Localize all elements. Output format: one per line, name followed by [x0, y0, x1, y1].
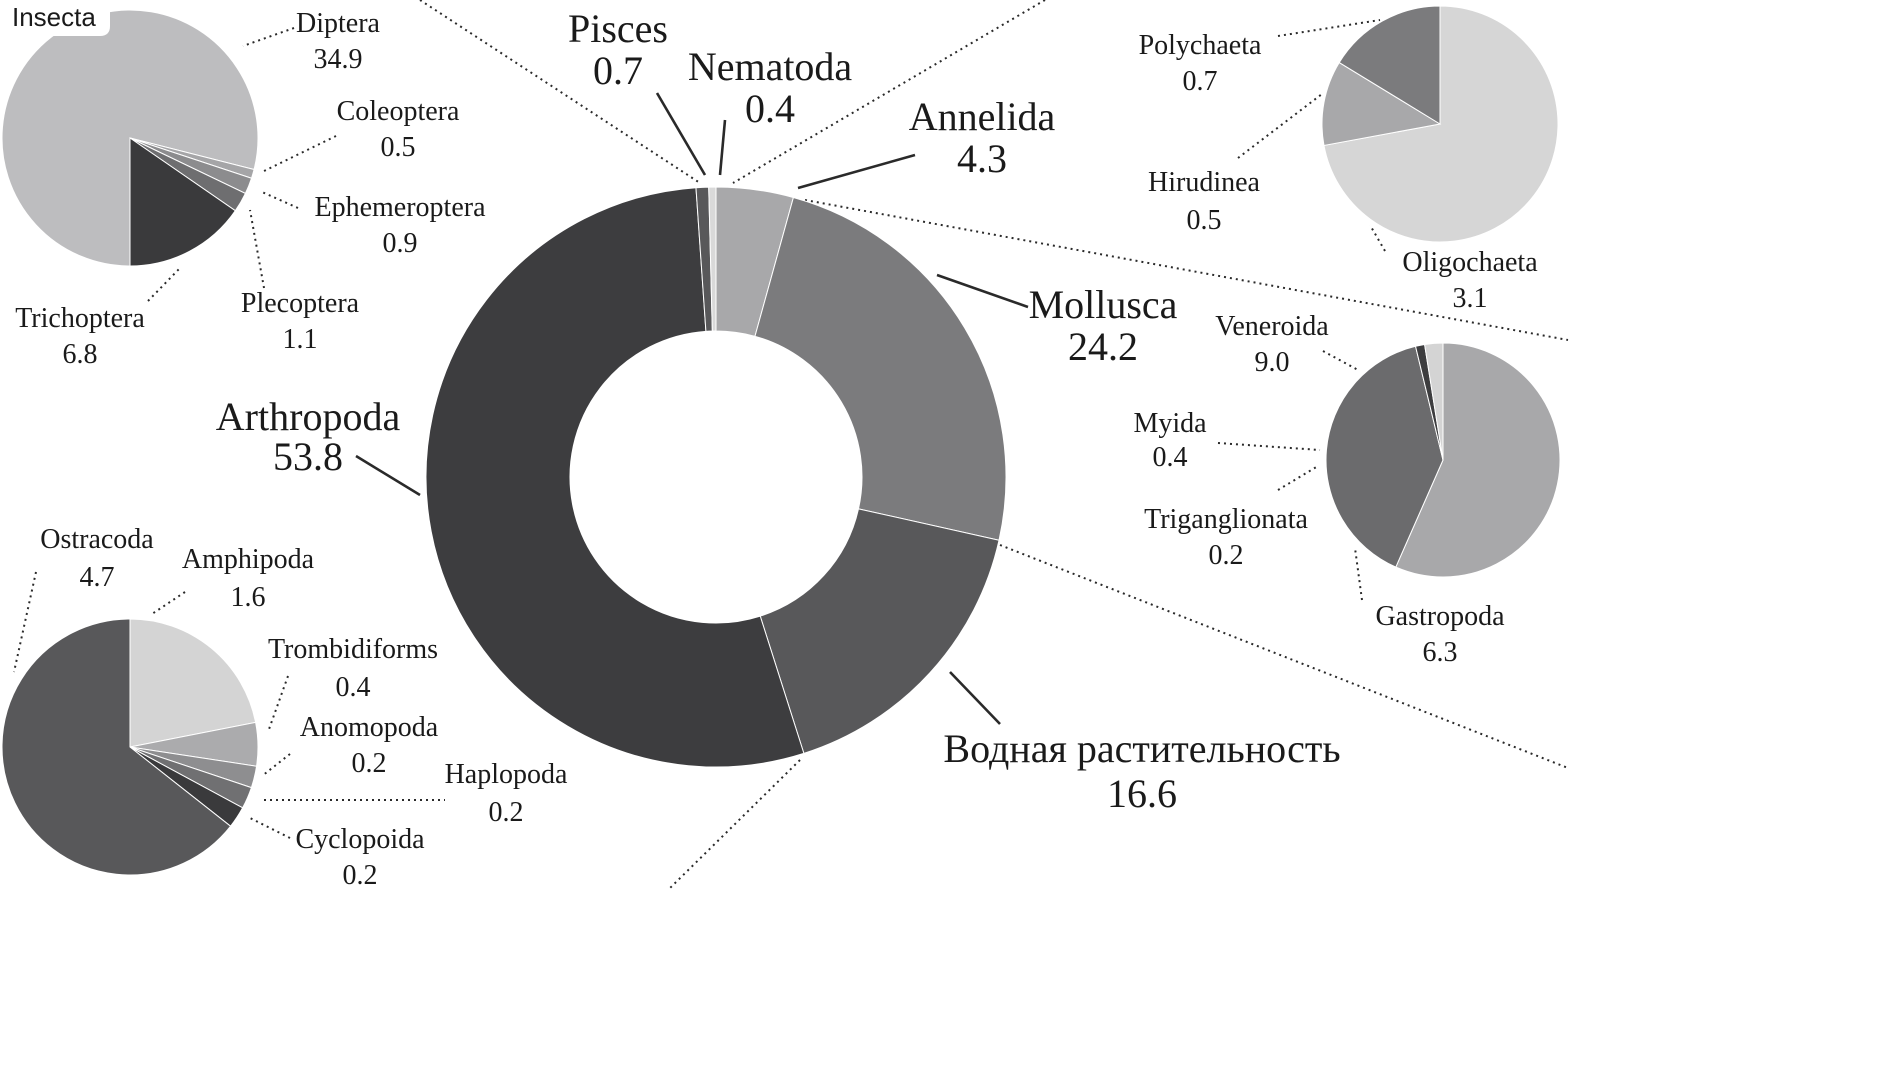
connector-crustacea: [667, 759, 801, 891]
leader-hirudinea: [1237, 93, 1323, 159]
slice-insecta-trichoptera: [129, 137, 237, 267]
leader-cyclopoida: [249, 817, 291, 839]
value-nematoda: 0.4: [745, 86, 795, 131]
leader-amphipoda: [151, 591, 186, 615]
value-coleoptera: 0.5: [381, 132, 416, 163]
leader-vodnaya: [949, 671, 1001, 725]
label-pisces: Pisces: [568, 6, 668, 51]
slice-main-donut-mollusca: [754, 196, 1007, 541]
slice-main-donut-водная-растительность: [759, 508, 1000, 754]
label-gastropoda: Gastropoda: [1375, 601, 1505, 632]
value-pisces: 0.7: [593, 48, 643, 93]
leader-veneroida: [1322, 350, 1359, 371]
value-haplopoda: 0.2: [489, 797, 524, 828]
value-arthropoda: 53.8: [273, 434, 343, 479]
value-trombidiforms: 0.4: [336, 672, 371, 703]
leader-nematoda: [718, 119, 727, 176]
leader-ephemeroptera: [261, 191, 299, 209]
value-mollusca: 24.2: [1068, 324, 1138, 369]
label-ostracoda: Ostracoda: [40, 524, 154, 555]
label-diptera: Diptera: [296, 8, 381, 39]
connector-insecta-1: [419, 0, 701, 184]
value-veneroida: 9.0: [1255, 347, 1290, 378]
label-mollusca: Mollusca: [1029, 282, 1178, 327]
value-trichoptera: 6.8: [63, 339, 98, 370]
value-triganglionata: 0.2: [1209, 540, 1244, 571]
leader-pisces: [655, 92, 707, 176]
label-trichoptera: Trichoptera: [15, 303, 145, 334]
label-hirudinea: Hirudinea: [1148, 167, 1261, 198]
slice-annelida-detail-oligochaeta: [1323, 5, 1559, 243]
value-водная-растительность: 16.6: [1107, 771, 1177, 816]
label-triganglionata: Triganglionata: [1144, 504, 1308, 535]
value-diptera: 34.9: [314, 44, 363, 75]
value-cyclopoida: 0.2: [343, 860, 378, 891]
slice-mollusca-detail-myida: [1424, 342, 1444, 461]
label-polychaeta: Polychaeta: [1139, 30, 1262, 61]
slice-mollusca-detail-gastropoda: [1325, 345, 1444, 568]
label-veneroida: Veneroida: [1215, 311, 1329, 342]
insecta-title-box: [0, 0, 110, 36]
label-водная-растительность: Водная растительность: [943, 726, 1340, 771]
value-gastropoda: 6.3: [1423, 637, 1458, 668]
label-plecoptera: Plecoptera: [241, 288, 360, 319]
value-ostracoda: 4.7: [80, 562, 115, 593]
label-cyclopoida: Cyclopoida: [295, 824, 425, 855]
value-polychaeta: 0.7: [1183, 66, 1218, 97]
slice-annelida-detail-hirudinea: [1321, 61, 1442, 147]
label-anomopoda: Anomopoda: [300, 712, 439, 743]
label-annelida: Annelida: [909, 94, 1056, 139]
label-trombidiforms: Trombidiforms: [268, 634, 438, 665]
leader-mollusca: [936, 273, 1029, 309]
value-amphipoda: 1.6: [231, 582, 266, 613]
insecta-title: Insecta: [12, 2, 96, 32]
value-myida: 0.4: [1153, 442, 1188, 473]
label-myida: Myida: [1133, 408, 1207, 439]
leader-triganglionata: [1277, 465, 1319, 491]
value-oligochaeta: 3.1: [1453, 283, 1488, 314]
leader-myida: [1217, 442, 1321, 451]
leader-arthropoda: [355, 454, 421, 497]
slice-layer: [1, 5, 1561, 876]
leader-trichoptera: [147, 267, 181, 302]
connector-layer: [13, 0, 1569, 891]
leader-layer: [355, 92, 1029, 725]
value-plecoptera: 1.1: [283, 324, 318, 355]
slice-main-donut-arthropoda: [425, 187, 805, 768]
slice-main-donut-nematoda: [708, 186, 717, 332]
label-nematoda: Nematoda: [688, 44, 853, 89]
value-ephemeroptera: 0.9: [383, 228, 418, 259]
leader-diptera: [242, 27, 295, 47]
label-haplopoda: Haplopoda: [445, 759, 568, 790]
label-arthropoda: Arthropoda: [216, 394, 401, 439]
value-hirudinea: 0.5: [1187, 205, 1222, 236]
slice-mollusca-detail-veneroida: [1395, 342, 1561, 578]
value-anomopoda: 0.2: [352, 748, 387, 779]
label-ephemeroptera: Ephemeroptera: [314, 192, 486, 223]
label-coleoptera: Coleoptera: [337, 96, 460, 127]
slice-crustacea-amphipoda: [129, 618, 257, 748]
slice-annelida-detail-polychaeta: [1338, 5, 1441, 125]
leader-ostracoda: [13, 571, 37, 673]
leader-anomopoda: [261, 753, 291, 777]
slice-crustacea-ostracoda: [1, 618, 232, 876]
leader-coleoptera: [261, 135, 337, 173]
connector-insecta-2: [732, 0, 1046, 184]
leader-gastropoda: [1354, 547, 1363, 601]
leader-trombidiforms: [267, 675, 289, 733]
value-annelida: 4.3: [957, 136, 1007, 181]
leader-annelida: [797, 153, 916, 190]
leader-plecoptera: [249, 209, 265, 289]
label-oligochaeta: Oligochaeta: [1402, 247, 1538, 278]
leader-oligochaeta: [1369, 224, 1386, 252]
label-amphipoda: Amphipoda: [182, 544, 315, 575]
